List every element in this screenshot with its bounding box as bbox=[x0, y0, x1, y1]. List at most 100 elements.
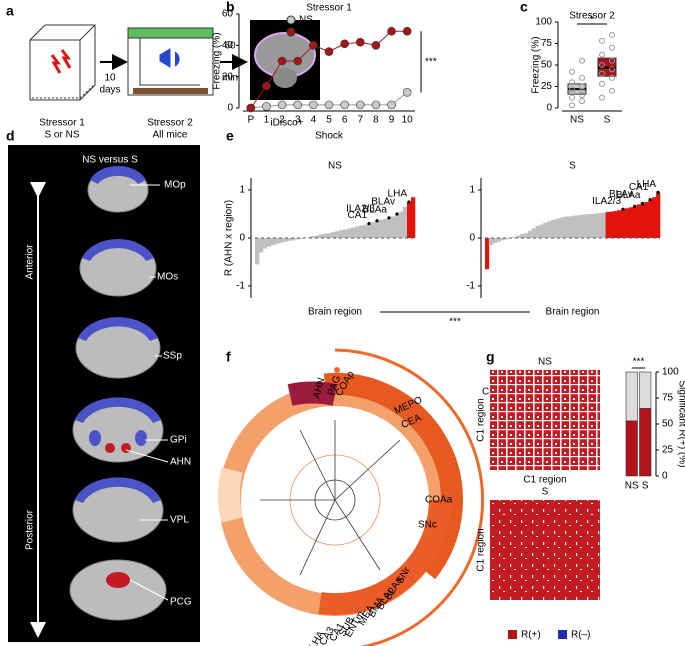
bar bbox=[407, 202, 412, 238]
point-label: ILA2/3 bbox=[592, 196, 621, 207]
marker-dot bbox=[407, 200, 411, 204]
bar-segment bbox=[639, 371, 652, 409]
point bbox=[262, 81, 271, 91]
y-tick-label: 20 bbox=[222, 71, 234, 82]
x-tick-label: P bbox=[247, 115, 254, 126]
legend-swatch bbox=[286, 15, 296, 25]
point bbox=[387, 26, 396, 36]
bar bbox=[319, 234, 324, 238]
bar bbox=[271, 238, 276, 246]
marker-dot bbox=[633, 204, 637, 208]
marker-dot bbox=[656, 190, 660, 194]
marker-dot bbox=[648, 198, 652, 202]
marker-dot bbox=[375, 219, 379, 223]
bar bbox=[636, 204, 641, 238]
point bbox=[609, 74, 615, 81]
axis-label: Shock bbox=[315, 131, 344, 142]
x-tick-label: 9 bbox=[389, 115, 395, 126]
panel-letter: f bbox=[226, 349, 231, 365]
x-tick-label: S bbox=[642, 481, 649, 492]
label: Posterior bbox=[25, 509, 36, 550]
bar bbox=[613, 211, 618, 238]
bar bbox=[375, 220, 380, 238]
x-tick-label: 8 bbox=[373, 115, 379, 126]
label: 60 bbox=[224, 41, 236, 52]
point bbox=[579, 74, 585, 81]
label: 10 bbox=[104, 73, 116, 84]
label: iDisco+ bbox=[270, 118, 303, 129]
bar bbox=[593, 213, 599, 238]
bar bbox=[531, 228, 536, 238]
panel-letter: a bbox=[6, 3, 14, 19]
x-tick-label: 7 bbox=[357, 115, 363, 126]
bar bbox=[485, 238, 490, 270]
region-label: SSp bbox=[163, 351, 182, 362]
bar bbox=[539, 224, 544, 238]
legend-label: S bbox=[299, 27, 306, 38]
point bbox=[579, 98, 585, 105]
legend-label: R(+) bbox=[521, 630, 541, 641]
bar bbox=[315, 235, 320, 238]
point bbox=[340, 39, 349, 49]
y-tick-label: 0 bbox=[546, 103, 552, 114]
y-tick-label: 75 bbox=[662, 393, 674, 404]
point bbox=[569, 89, 575, 96]
point bbox=[599, 62, 605, 68]
bar bbox=[395, 214, 400, 238]
point-label: BLAv bbox=[609, 189, 633, 200]
point bbox=[599, 80, 605, 87]
point bbox=[579, 57, 585, 64]
x-tick-label: NS bbox=[570, 115, 584, 126]
legend-label: R(–) bbox=[571, 630, 590, 641]
bar bbox=[628, 207, 634, 238]
bar bbox=[617, 210, 622, 238]
bar bbox=[551, 219, 556, 238]
bar bbox=[311, 236, 316, 238]
bar bbox=[339, 230, 344, 238]
y-tick-label: 1 bbox=[469, 185, 475, 196]
legend-swatch bbox=[558, 630, 567, 639]
heatmap-title: S bbox=[542, 487, 549, 498]
bar bbox=[411, 197, 416, 238]
label: Stressor 2 bbox=[147, 118, 193, 129]
point bbox=[355, 100, 365, 110]
bar bbox=[570, 215, 575, 238]
bar-segment bbox=[639, 408, 652, 477]
chart-title: NS bbox=[328, 161, 342, 172]
point bbox=[262, 102, 271, 111]
panel-f: C1 bbox=[217, 348, 495, 646]
bar bbox=[391, 216, 396, 238]
bar bbox=[656, 192, 661, 238]
annotation: * bbox=[590, 15, 594, 26]
bar bbox=[279, 238, 284, 243]
panel-letter: g bbox=[486, 349, 495, 365]
bar bbox=[383, 218, 388, 238]
bar bbox=[601, 212, 606, 238]
label: Stressor 1 bbox=[39, 118, 85, 129]
point-label: BLAv bbox=[371, 197, 395, 208]
bar bbox=[547, 221, 552, 238]
bar bbox=[379, 219, 384, 238]
point bbox=[309, 41, 318, 50]
bar bbox=[488, 238, 494, 246]
bar bbox=[555, 218, 560, 238]
bar bbox=[632, 206, 637, 238]
annotation: *** bbox=[449, 317, 461, 328]
bar bbox=[363, 224, 368, 238]
point bbox=[609, 87, 615, 94]
bar bbox=[263, 238, 268, 249]
axis-label: C1 region bbox=[476, 398, 487, 441]
y-tick-label: 0 bbox=[239, 233, 245, 244]
marker-dot bbox=[387, 216, 391, 220]
point bbox=[402, 26, 412, 36]
point bbox=[599, 94, 605, 101]
annotation: *** bbox=[425, 56, 437, 67]
region-label: VPL bbox=[170, 515, 189, 526]
bar bbox=[496, 238, 501, 242]
bar bbox=[275, 238, 280, 244]
panel-a: Stressor 1 S or NS 10 days Stressor 2 Al… bbox=[29, 20, 320, 141]
bar bbox=[516, 235, 521, 238]
bar bbox=[652, 197, 657, 238]
bar bbox=[566, 216, 571, 238]
bar bbox=[331, 232, 336, 238]
